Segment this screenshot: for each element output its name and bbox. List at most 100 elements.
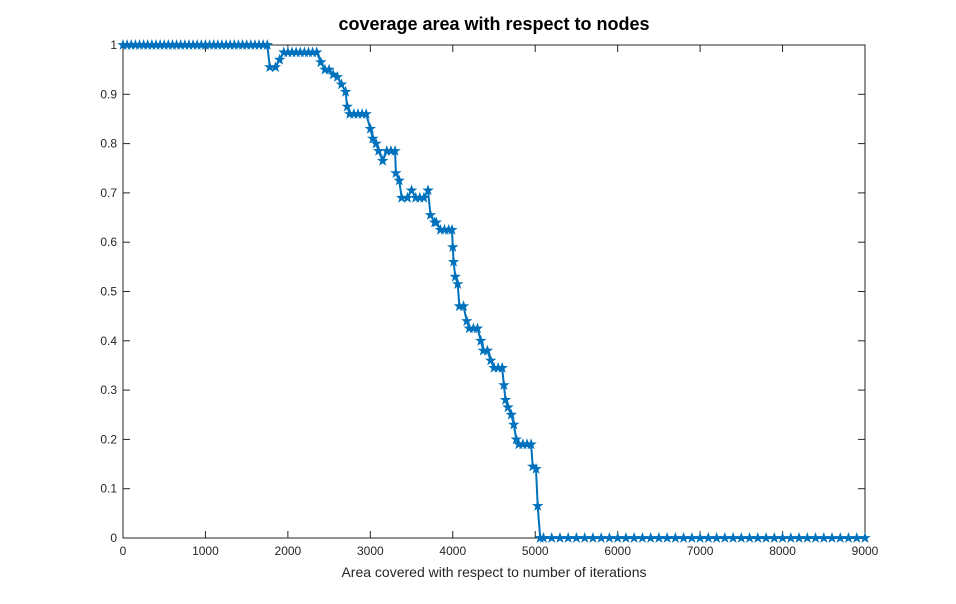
data-marker (461, 315, 473, 326)
x-tick-label: 0 (120, 544, 127, 558)
data-marker (842, 532, 855, 543)
data-marker (743, 532, 756, 543)
data-marker (241, 39, 253, 50)
data-marker (727, 532, 739, 543)
data-marker (636, 532, 649, 543)
data-marker (390, 167, 402, 178)
data-marker (311, 46, 323, 58)
data-marker (587, 532, 599, 543)
data-marker (735, 532, 747, 543)
data-marker (527, 460, 539, 472)
data-marker (475, 334, 487, 346)
data-marker (612, 532, 624, 543)
data-marker (187, 39, 199, 50)
x-tick-label: 9000 (852, 544, 879, 558)
data-marker (393, 174, 405, 186)
data-marker (405, 184, 418, 196)
data-marker (401, 191, 414, 203)
data-marker (418, 191, 430, 203)
data-marker (367, 132, 379, 144)
data-marker (389, 145, 401, 156)
data-marker (360, 108, 372, 119)
y-tick-label: 0.5 (100, 285, 117, 299)
data-marker (269, 61, 282, 72)
data-marker (467, 322, 480, 334)
data-marker (150, 39, 162, 50)
data-marker (396, 191, 408, 203)
data-marker (341, 100, 353, 112)
data-marker (319, 63, 331, 75)
x-tick-label: 7000 (687, 544, 714, 558)
data-marker (554, 532, 566, 543)
data-marker (446, 223, 458, 235)
data-marker (331, 71, 344, 82)
x-tick-label: 6000 (604, 544, 631, 558)
data-marker (146, 39, 158, 50)
data-marker (195, 39, 207, 50)
data-marker (370, 137, 382, 149)
data-marker (133, 39, 146, 50)
data-marker (257, 39, 269, 50)
data-marker (298, 46, 311, 58)
data-marker (508, 418, 520, 430)
data-marker (117, 39, 129, 50)
data-marker (245, 39, 257, 50)
data-marker (212, 39, 224, 50)
data-marker (302, 46, 315, 58)
data-marker (620, 532, 632, 543)
data-marker (282, 46, 294, 58)
data-marker (834, 532, 846, 543)
data-marker (752, 532, 764, 543)
data-marker (818, 532, 830, 543)
data-marker (826, 532, 838, 543)
x-tick-label: 2000 (275, 544, 302, 558)
data-marker (232, 39, 245, 50)
y-tick-label: 0.9 (100, 87, 117, 101)
data-marker (364, 122, 376, 134)
data-marker (348, 108, 360, 119)
data-marker (377, 154, 389, 166)
data-marker (485, 354, 497, 366)
y-tick-label: 0.4 (100, 334, 117, 348)
data-marker (129, 39, 142, 50)
data-marker (385, 145, 397, 156)
x-tick-label: 8000 (769, 544, 796, 558)
data-marker (137, 39, 150, 50)
data-marker (290, 46, 302, 58)
data-marker (502, 401, 514, 413)
data-marker (452, 278, 464, 289)
data-marker (513, 438, 525, 450)
data-marker (595, 532, 607, 543)
data-marker (175, 39, 187, 50)
y-tick-label: 0 (110, 531, 117, 545)
data-marker (537, 532, 550, 543)
data-marker (801, 532, 813, 543)
data-marker (273, 53, 286, 65)
data-marker (142, 39, 154, 50)
y-tick-label: 0.2 (100, 432, 117, 446)
data-marker (410, 191, 422, 203)
data-marker (249, 39, 261, 50)
y-tick-label: 0.8 (100, 137, 117, 151)
data-marker (768, 532, 780, 543)
data-marker (422, 184, 434, 196)
x-axis-label: Area covered with respect to number of i… (341, 564, 646, 580)
data-marker (477, 344, 489, 356)
data-marker (809, 532, 822, 543)
data-marker (208, 39, 220, 50)
data-marker (372, 145, 385, 156)
data-marker (306, 46, 319, 58)
x-tick-label: 5000 (522, 544, 549, 558)
data-marker (525, 438, 537, 450)
y-tick-label: 0.6 (100, 235, 117, 249)
data-marker (335, 78, 348, 90)
y-tick-label: 1 (110, 38, 117, 52)
data-marker (286, 46, 298, 58)
data-marker (653, 532, 665, 543)
data-marker (199, 39, 212, 50)
data-marker (447, 241, 459, 252)
data-marker (162, 39, 175, 50)
data-marker (492, 361, 504, 373)
